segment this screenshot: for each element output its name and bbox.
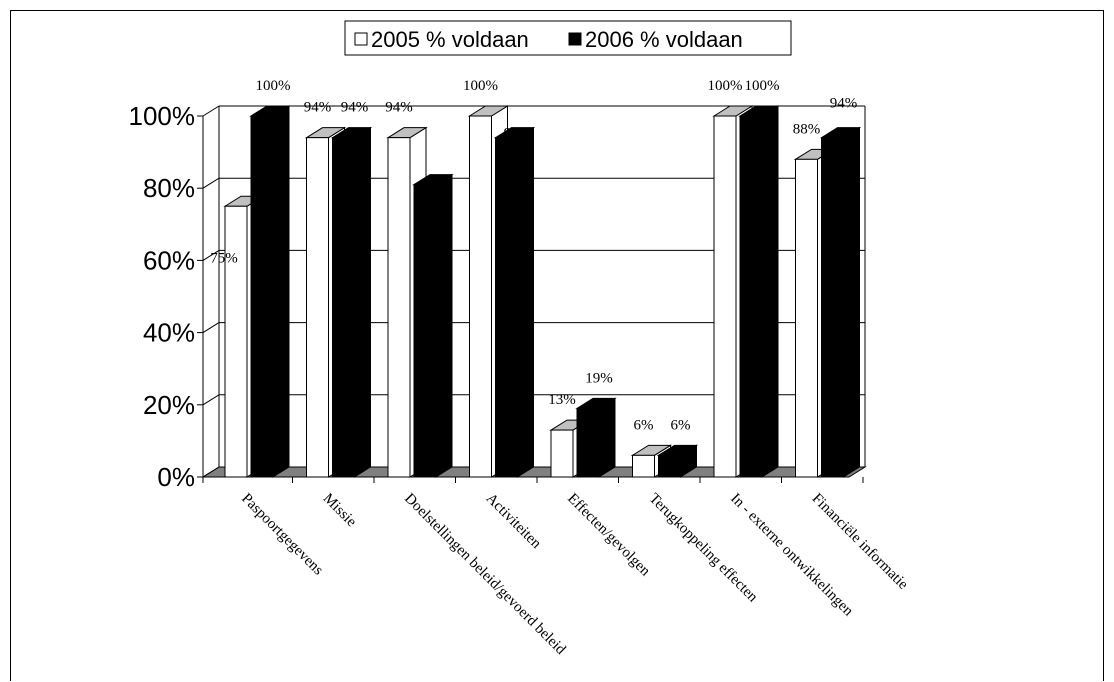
- data-label-2005: 6%: [634, 417, 654, 433]
- bar-2006-side: [761, 105, 779, 478]
- bar-2006: [250, 115, 274, 478]
- bar-2006: [413, 184, 437, 478]
- y-tick-depth: [202, 466, 220, 478]
- bar-2006-side: [517, 126, 534, 478]
- y-tick-depth: [202, 322, 220, 334]
- bar-2005: [632, 454, 655, 478]
- category-label: Doelstellingen beleid/gevoerd beleid: [401, 491, 569, 659]
- chart-frame: 0% 20% 40% 60% 80% 100% 75% 100% 94% 94% 94% 81% 100…: [10, 10, 1104, 681]
- data-label-2006: 81%: [422, 195, 450, 211]
- bar-2005: [795, 158, 818, 478]
- y-tick-label: 100%: [129, 101, 196, 131]
- bar-2006: [821, 137, 844, 478]
- data-label-2006: 100%: [256, 78, 291, 94]
- bar-2005: [550, 429, 574, 478]
- bar-2006: [658, 454, 681, 478]
- bar-2006: [332, 137, 355, 478]
- bar-2005: [224, 205, 248, 478]
- y-tick-label: 80%: [143, 173, 195, 203]
- legend-label-2006: 2006 % voldaan: [585, 27, 743, 52]
- bar-2005: [469, 115, 492, 478]
- legend-swatch-2005: [354, 32, 368, 46]
- data-label-2005: 13%: [548, 392, 576, 408]
- data-label-2005: 94%: [304, 100, 332, 116]
- category-label: Paspoortgegevens: [238, 491, 326, 579]
- data-label-2006: 94%: [341, 100, 369, 116]
- data-label-2005: 100%: [463, 78, 498, 94]
- category-label: Missie: [320, 491, 360, 531]
- data-label-2005: 100%: [708, 78, 743, 94]
- y-tick-depth: [202, 105, 220, 117]
- bar-2005: [306, 137, 329, 478]
- y-tick-label: 0%: [157, 462, 195, 492]
- y-tick-depth: [202, 249, 220, 261]
- data-label-2006: 100%: [745, 78, 780, 94]
- bar-2006-side: [598, 397, 616, 478]
- y-tick-label: 40%: [143, 318, 195, 348]
- bar-2006-side: [354, 126, 371, 478]
- legend-label-2005: 2005 % voldaan: [371, 27, 529, 52]
- bar-2006: [576, 407, 600, 478]
- bar-2005: [713, 115, 737, 478]
- y-tick-label: 20%: [143, 390, 195, 420]
- legend: [344, 20, 792, 56]
- bar-2006: [739, 115, 763, 478]
- data-label-2005: 88%: [793, 121, 821, 137]
- data-label-2006: 94%: [830, 96, 858, 112]
- data-label-2005: 75%: [210, 250, 238, 266]
- data-label-2006: 94%: [504, 126, 532, 142]
- data-label-2005: 94%: [385, 100, 413, 116]
- legend-swatch-2006: [568, 32, 582, 46]
- bar-2005: [387, 137, 411, 478]
- bar-2006: [495, 137, 518, 478]
- bar-2006-side: [435, 173, 453, 478]
- y-tick-depth: [202, 394, 220, 406]
- bar-chart: 0% 20% 40% 60% 80% 100% 75% 100% 94% 94% 94% 81% 100…: [129, 20, 911, 659]
- data-label-2006: 6%: [671, 417, 691, 433]
- category-label: Effecten/gevolgen: [564, 491, 653, 580]
- y-tick-depth: [202, 177, 220, 189]
- category-label: Activiteiten: [483, 491, 545, 553]
- bar-2006-side: [843, 126, 860, 478]
- bar-2006-side: [272, 105, 290, 478]
- y-tick-label: 60%: [143, 245, 195, 275]
- data-label-2006: 19%: [585, 370, 613, 386]
